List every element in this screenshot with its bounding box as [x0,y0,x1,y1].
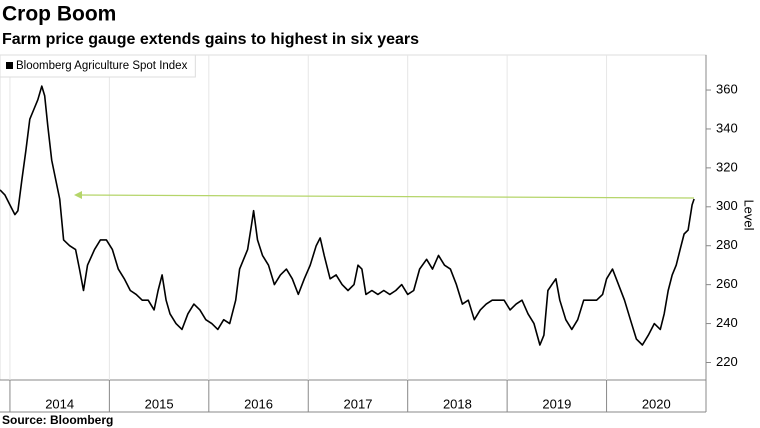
y-tick-label: 360 [716,81,738,96]
arrow-head [74,191,82,199]
y-tick-label: 260 [716,276,738,291]
y-tick-label: 240 [716,315,738,330]
data-line [0,85,695,346]
legend: Bloomberg Agriculture Spot Index [0,54,196,78]
legend-swatch [6,62,13,69]
x-tick-label: 2016 [244,396,273,411]
plot-frame [0,54,707,381]
y-tick-label: 300 [716,198,738,213]
arrow-line [77,194,695,199]
y-tick-label: 220 [716,354,738,369]
x-tick-label: 2019 [542,396,571,411]
y-tick-label: 320 [716,159,738,174]
chart-title: Crop Boom [2,3,116,26]
x-tick-label: 2015 [145,396,174,411]
x-tick-label: 2020 [642,396,671,411]
y-tick-label: 340 [716,120,738,135]
y-axis-label: Level [742,199,757,230]
source: Source: Bloomberg [2,413,113,427]
y-tick-label: 280 [716,237,738,252]
legend-box [0,54,196,78]
x-tick-label: 2018 [443,396,472,411]
x-tick-label: 2014 [45,396,74,411]
legend-label: Bloomberg Agriculture Spot Index [16,60,188,72]
x-tick-label: 2017 [344,396,373,411]
chart-subtitle: Farm price gauge extends gains to highes… [2,31,419,48]
annotation-arrow [74,191,695,199]
